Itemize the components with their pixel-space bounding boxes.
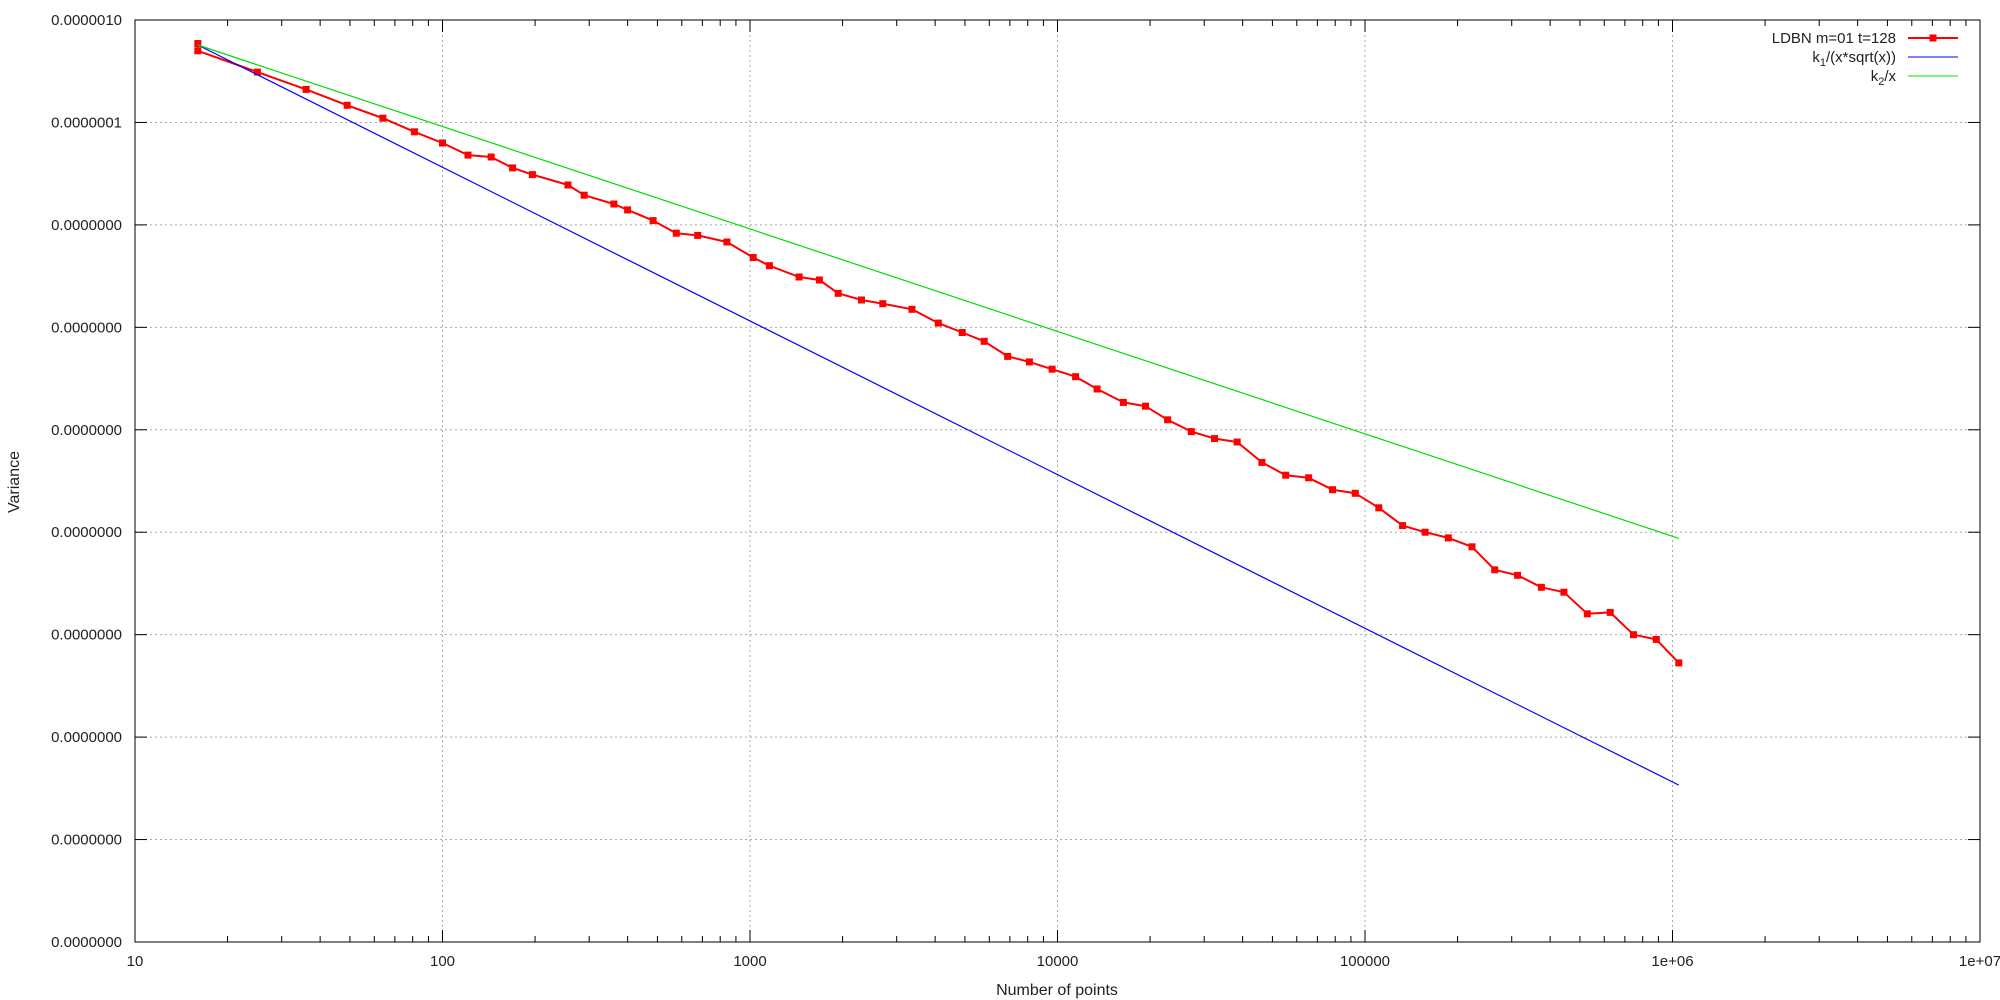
y-tick-label: 0.0000000 — [51, 627, 122, 644]
data-point-ldbn — [1537, 583, 1545, 591]
data-point-ldbn — [194, 47, 202, 55]
series-layer — [194, 40, 1683, 786]
data-point-ldbn — [1119, 398, 1127, 406]
data-point-ldbn — [1652, 635, 1660, 643]
series-line-k2 — [197, 44, 1679, 539]
data-point-ldbn — [528, 171, 536, 179]
data-point-ldbn — [1164, 416, 1172, 424]
data-point-ldbn — [1351, 489, 1359, 497]
x-tick-label: 100 — [430, 953, 455, 970]
data-point-ldbn — [194, 40, 202, 47]
data-point-ldbn — [1072, 373, 1080, 381]
y-tick-label: 0.0000000 — [51, 422, 122, 439]
x-tick-label: 1e+07 — [1959, 953, 2000, 970]
series-line-k1 — [197, 44, 1680, 786]
data-point-ldbn — [1187, 428, 1195, 436]
y-tick-label: 0.0000000 — [51, 217, 122, 234]
legend-label-ldbn: LDBN m=01 t=128 — [1772, 30, 1896, 47]
data-point-ldbn — [379, 114, 387, 122]
data-point-ldbn — [815, 276, 823, 284]
data-point-ldbn — [1560, 588, 1568, 596]
data-point-ldbn — [1048, 365, 1056, 373]
data-point-ldbn — [649, 217, 657, 225]
y-tick-label: 0.0000000 — [51, 934, 122, 951]
data-point-ldbn — [1444, 534, 1452, 542]
data-point-ldbn — [1375, 504, 1383, 512]
data-point-ldbn — [410, 128, 418, 136]
legend-k2-subscript: 2 — [1878, 76, 1884, 88]
legend-k2-rest: /x — [1884, 68, 1896, 85]
data-point-ldbn — [765, 262, 773, 270]
series-line-ldbn — [196, 43, 1680, 664]
data-point-ldbn — [749, 254, 757, 261]
data-point-ldbn — [1491, 566, 1499, 574]
x-tick-label: 100000 — [1340, 953, 1390, 970]
y-tick-label: 0.0000000 — [51, 729, 122, 746]
y-tick-label: 0.0000000 — [51, 832, 122, 849]
data-point-ldbn — [672, 229, 680, 237]
data-point-ldbn — [1421, 528, 1429, 536]
data-point-ldbn — [723, 238, 731, 246]
data-point-ldbn — [624, 206, 632, 214]
data-point-ldbn — [908, 305, 916, 313]
data-point-ldbn — [464, 151, 472, 159]
data-point-ldbn — [958, 329, 966, 336]
y-tick-label: 0.0000000 — [51, 524, 122, 541]
x-tick-label: 10000 — [1037, 953, 1079, 970]
data-point-ldbn — [487, 153, 495, 161]
data-point-ldbn — [1025, 358, 1033, 366]
legend-k1-rest: /(x*sqrt(x)) — [1826, 49, 1896, 66]
data-point-ldbn — [934, 319, 942, 327]
data-point-ldbn — [980, 337, 988, 345]
data-point-ldbn — [610, 200, 618, 208]
legend: LDBN m=01 t=128 k1/(x*sqrt(x)) k2/x — [1772, 30, 1958, 88]
data-point-ldbn — [564, 181, 572, 189]
data-point-ldbn — [795, 273, 803, 281]
data-point-ldbn — [879, 300, 887, 308]
x-tick-label: 1e+06 — [1651, 953, 1693, 970]
data-point-ldbn — [1093, 385, 1101, 393]
data-point-ldbn — [1233, 438, 1241, 446]
legend-label-k1: k1/(x*sqrt(x)) — [1812, 49, 1896, 69]
data-point-ldbn — [302, 85, 310, 93]
data-point-ldbn — [1468, 543, 1476, 551]
data-point-ldbn — [1282, 471, 1290, 479]
data-point-ldbn — [1258, 458, 1266, 466]
data-point-ldbn — [253, 68, 261, 76]
data-point-ldbn — [580, 191, 588, 199]
data-point-ldbn — [1004, 352, 1012, 360]
data-point-ldbn — [694, 231, 702, 239]
grid — [135, 20, 1980, 942]
axis-ticks: 10 100 1000 10000 100000 1e+06 1e+07 0.0000010 0… — [51, 12, 2000, 970]
data-point-ldbn — [1606, 608, 1614, 616]
data-point-ldbn — [1305, 474, 1313, 482]
x-tick-label: 1000 — [733, 953, 766, 970]
data-point-ldbn — [1630, 631, 1637, 639]
y-tick-label: 0.0000001 — [51, 114, 122, 131]
data-point-ldbn — [439, 139, 446, 147]
legend-k1-subscript: 1 — [1820, 57, 1826, 69]
legend-k2-letter: k — [1871, 68, 1879, 85]
data-point-ldbn — [1211, 435, 1218, 443]
data-point-ldbn — [1514, 571, 1522, 579]
data-point-ldbn — [1142, 402, 1149, 410]
y-axis-title: Variance — [6, 451, 23, 513]
data-point-ldbn — [509, 164, 517, 172]
y-tick-label: 0.0000000 — [51, 319, 122, 336]
legend-marker-ldbn — [1929, 34, 1937, 42]
data-point-ldbn — [1329, 486, 1336, 494]
legend-label-k2: k2/x — [1871, 68, 1897, 88]
data-point-ldbn — [343, 101, 351, 109]
x-tick-label: 10 — [127, 953, 144, 970]
data-point-ldbn — [1583, 610, 1591, 618]
legend-k1-letter: k — [1812, 49, 1820, 66]
data-point-ldbn — [1399, 522, 1407, 530]
data-point-ldbn — [858, 296, 865, 304]
data-point-ldbn — [1675, 659, 1683, 667]
y-tick-label: 0.0000010 — [51, 12, 122, 29]
data-point-ldbn — [834, 289, 842, 297]
x-axis-title: Number of points — [996, 982, 1118, 999]
